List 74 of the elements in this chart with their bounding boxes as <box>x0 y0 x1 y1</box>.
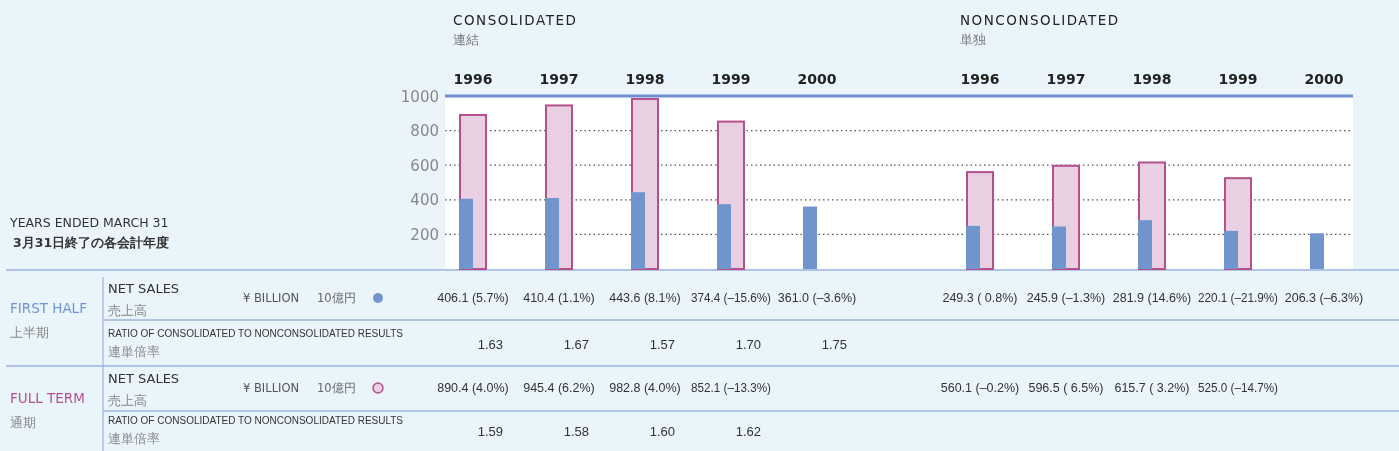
text: NET SALES <box>108 371 180 386</box>
text: 10億円 <box>317 291 356 305</box>
data-label: 890.4 (4.0%) <box>437 381 509 395</box>
x-tick-label: 1997 <box>539 71 579 87</box>
text: 1.70 <box>735 337 761 352</box>
text: 売上高 <box>108 393 147 408</box>
y-tick-label: 800 <box>410 122 439 141</box>
text: 1.75 <box>821 337 847 352</box>
x-tick-label: 2000 <box>1304 71 1344 87</box>
y-tick-label: 1000 <box>400 87 439 106</box>
text: 10億円 <box>317 381 356 395</box>
text: 連単倍率 <box>108 344 160 359</box>
bar <box>1138 220 1152 269</box>
data-label: 443.6 (8.1%) <box>609 291 681 305</box>
text: 売上高 <box>108 303 147 318</box>
chart-subtitle: 単独 <box>960 32 986 47</box>
text: 3月31日終了の各会計年度 <box>13 235 170 250</box>
data-label: 281.9 (14.6%) <box>1112 291 1192 305</box>
text: NET SALES <box>108 281 180 296</box>
bar <box>803 206 817 269</box>
text: 1.59 <box>477 424 503 439</box>
y-tick-label: 600 <box>410 156 439 175</box>
x-tick-label: 1998 <box>625 71 665 87</box>
data-label: 245.9 (–1.3%) <box>1026 291 1106 305</box>
text: 上半期 <box>10 325 49 340</box>
data-label: 945.4 (6.2%) <box>523 381 595 395</box>
bar <box>1310 233 1324 269</box>
text: 連単倍率 <box>108 431 160 446</box>
text: 通期 <box>10 415 36 430</box>
text: 1.60 <box>649 424 675 439</box>
data-label: 406.1 (5.7%) <box>437 291 509 305</box>
text: RATIO OF CONSOLIDATED TO NONCONSOLIDATED RESULTS <box>108 415 404 426</box>
data-label: 596.5 ( 6.5%) <box>1028 381 1104 395</box>
text: FIRST HALF <box>10 300 87 316</box>
text: 1.62 <box>735 424 761 439</box>
bar <box>717 204 731 269</box>
bar <box>631 192 645 269</box>
x-tick-label: 1999 <box>1218 71 1258 87</box>
chart-title: NONCONSOLIDATED <box>960 12 1120 28</box>
text: 1.58 <box>563 424 589 439</box>
data-label: 982.8 (4.0%) <box>609 381 681 395</box>
data-label: 560.1 (–0.2%) <box>940 381 1020 395</box>
text: 1.57 <box>649 337 675 352</box>
data-label: 249.3 ( 0.8%) <box>942 291 1018 305</box>
data-label: 525.0 (–14.7%) <box>1198 381 1284 395</box>
text: 1.63 <box>477 337 503 352</box>
text: ¥ BILLION <box>243 381 300 395</box>
bar <box>1224 230 1238 269</box>
y-tick-label: 200 <box>410 225 439 244</box>
x-tick-label: 1996 <box>453 71 493 87</box>
text: RATIO OF CONSOLIDATED TO NONCONSOLIDATED RESULTS <box>108 328 404 339</box>
text: YEARS ENDED MARCH 31 <box>9 215 169 230</box>
data-label: 615.7 ( 3.2%) <box>1114 381 1190 395</box>
data-label: 206.3 (–6.3%) <box>1284 291 1364 305</box>
data-label: 852.1 (–13.3%) <box>691 381 777 395</box>
x-tick-label: 1998 <box>1132 71 1172 87</box>
bar <box>545 198 559 269</box>
x-tick-label: 1999 <box>711 71 751 87</box>
bar <box>1052 226 1066 269</box>
text: FULL TERM <box>10 390 85 406</box>
bar <box>459 198 473 269</box>
chart-title: CONSOLIDATED <box>453 12 578 28</box>
text: 1.67 <box>563 337 589 352</box>
data-label: 374.4 (–15.6%) <box>691 291 777 305</box>
y-tick-label: 400 <box>410 191 439 210</box>
chart-subtitle: 連結 <box>453 32 479 47</box>
x-tick-label: 2000 <box>797 71 837 87</box>
text: ¥ BILLION <box>243 291 300 305</box>
x-tick-label: 1996 <box>960 71 1000 87</box>
x-tick-label: 1997 <box>1046 71 1086 87</box>
data-label: 410.4 (1.1%) <box>523 291 595 305</box>
data-label: 220.1 (–21.9%) <box>1198 291 1284 305</box>
bar <box>966 225 980 269</box>
data-label: 361.0 (–3.6%) <box>777 291 857 305</box>
